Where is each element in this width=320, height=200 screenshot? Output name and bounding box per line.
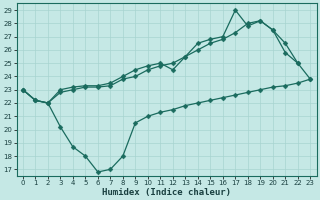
X-axis label: Humidex (Indice chaleur): Humidex (Indice chaleur) [102, 188, 231, 197]
